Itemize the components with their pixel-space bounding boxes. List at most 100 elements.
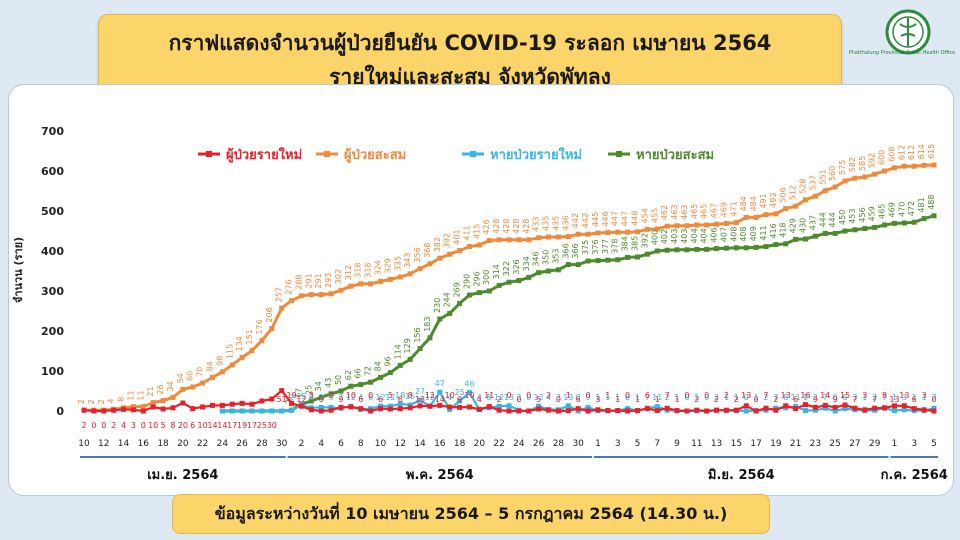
data-label-new_cases: 6 bbox=[358, 395, 363, 404]
data-label-cumulative_recovered: 472 bbox=[907, 201, 916, 216]
data-point-cumulative_cases bbox=[338, 287, 344, 293]
data-label-new_cases: 10 bbox=[346, 391, 356, 400]
data-label-cumulative_recovered: 404 bbox=[690, 228, 699, 243]
data-label-cumulative_cases: 276 bbox=[285, 279, 294, 294]
data-label-cumulative_recovered: 407 bbox=[719, 227, 728, 242]
data-label-cumulative_cases: 21 bbox=[146, 386, 155, 396]
data-label-new_recovered: 6 bbox=[368, 393, 373, 402]
data-label-new_recovered: 7 bbox=[773, 393, 778, 402]
data-label-cumulative_recovered: 469 bbox=[888, 202, 897, 217]
data-label-cumulative_recovered: 416 bbox=[769, 223, 778, 238]
data-point-new_cases bbox=[397, 406, 403, 412]
data-label-cumulative_cases: 392 bbox=[443, 233, 452, 248]
data-label-cumulative_cases: 465 bbox=[690, 204, 699, 219]
data-point-new_cases bbox=[209, 402, 215, 408]
data-label-cumulative_recovered: 429 bbox=[789, 218, 798, 233]
chart-title: กราฟแสดงจำนวนผู้ป่วยยืนยัน COVID-19 ระลอ… bbox=[168, 31, 772, 55]
data-label-new_recovered: 13 bbox=[504, 393, 514, 402]
data-label-new_cases: 2 bbox=[546, 391, 551, 400]
data-label-new_recovered: 0 bbox=[576, 393, 581, 402]
data-label-new_recovered: 12 bbox=[385, 393, 395, 402]
data-label-cumulative_cases: 506 bbox=[779, 187, 788, 202]
data-point-new_recovered bbox=[279, 408, 285, 414]
data-point-new_cases bbox=[437, 402, 443, 408]
data-point-cumulative_cases bbox=[249, 348, 255, 354]
y-tick-label: 200 bbox=[41, 325, 64, 338]
data-point-new_recovered bbox=[259, 408, 265, 414]
data-label-cumulative_recovered: 183 bbox=[423, 316, 432, 331]
x-tick-label: 3 bbox=[911, 439, 917, 449]
data-point-cumulative_cases bbox=[506, 237, 512, 243]
data-point-new_recovered bbox=[437, 389, 443, 395]
data-point-new_cases bbox=[644, 406, 650, 412]
data-point-cumulative_cases bbox=[209, 374, 215, 380]
data-label-cumulative_recovered: 408 bbox=[739, 227, 748, 242]
data-label-cumulative_recovered: 465 bbox=[878, 204, 887, 219]
data-point-cumulative_recovered bbox=[852, 227, 858, 233]
data-label-cumulative_recovered: 444 bbox=[828, 212, 837, 227]
data-point-cumulative_recovered bbox=[822, 230, 828, 236]
data-point-new_cases bbox=[259, 398, 265, 404]
data-label-cumulative_cases: 356 bbox=[413, 247, 422, 262]
data-label-new_recovered: 12 bbox=[375, 393, 385, 402]
data-point-new_cases bbox=[585, 408, 591, 414]
data-point-cumulative_cases bbox=[130, 404, 136, 410]
data-label-new_cases: 14 bbox=[820, 391, 830, 400]
data-point-new_cases bbox=[358, 406, 364, 412]
data-point-cumulative_cases bbox=[358, 281, 364, 287]
data-label-cumulative_recovered: 376 bbox=[591, 239, 600, 254]
x-tick-label: 20 bbox=[177, 439, 189, 449]
data-label-new_recovered: 11 bbox=[791, 393, 801, 402]
data-point-new_cases bbox=[743, 403, 749, 409]
data-label-new_recovered: 0 bbox=[526, 393, 531, 402]
x-tick-label: 6 bbox=[338, 439, 344, 449]
data-point-new_cases bbox=[891, 403, 897, 409]
data-label-new_cases: 2 bbox=[111, 421, 116, 430]
data-point-cumulative_cases bbox=[219, 369, 225, 375]
data-label-cumulative_cases: 415 bbox=[472, 224, 481, 239]
data-point-cumulative_cases bbox=[615, 229, 621, 235]
data-point-new_cases bbox=[101, 408, 107, 414]
data-point-new_cases bbox=[427, 403, 433, 409]
data-label-new_cases: 5 bbox=[388, 391, 393, 400]
data-point-cumulative_cases bbox=[901, 163, 907, 169]
data-label-new_recovered: 12 bbox=[494, 393, 504, 402]
data-label-new_cases: 1 bbox=[655, 395, 660, 404]
data-label-cumulative_cases: 151 bbox=[245, 329, 254, 344]
data-point-new_recovered bbox=[901, 407, 907, 413]
data-point-cumulative_cases bbox=[625, 229, 631, 235]
data-label-new_recovered: 12 bbox=[346, 393, 356, 402]
data-label-new_recovered: 13 bbox=[563, 393, 573, 402]
data-point-cumulative_cases bbox=[308, 292, 314, 298]
data-label-cumulative_cases: 614 bbox=[917, 144, 926, 159]
data-label-new_recovered: 8 bbox=[487, 393, 492, 402]
data-label-cumulative_cases: 442 bbox=[581, 213, 590, 228]
data-point-cumulative_recovered bbox=[832, 230, 838, 236]
data-label-cumulative_cases: 435 bbox=[551, 216, 560, 231]
org-name: Phatthalung Provincial Public Health Off… bbox=[848, 50, 956, 56]
data-label-new_recovered: 1 bbox=[754, 393, 759, 402]
data-point-cumulative_recovered bbox=[803, 236, 809, 242]
data-point-cumulative_cases bbox=[437, 255, 443, 261]
data-point-cumulative_recovered bbox=[674, 247, 680, 253]
data-point-cumulative_cases bbox=[378, 278, 384, 284]
legend-swatch-marker bbox=[206, 151, 212, 157]
data-label-new_recovered: 2 bbox=[872, 393, 877, 402]
data-label-cumulative_cases: 446 bbox=[601, 211, 610, 226]
data-point-cumulative_recovered bbox=[664, 247, 670, 253]
y-tick-label: 300 bbox=[41, 285, 64, 298]
data-label-cumulative_cases: 469 bbox=[719, 202, 728, 217]
data-label-new_cases: 14 bbox=[207, 421, 217, 430]
data-point-cumulative_recovered bbox=[644, 251, 650, 257]
data-label-cumulative_recovered: 290 bbox=[463, 274, 472, 289]
data-label-cumulative_cases: 54 bbox=[176, 373, 185, 383]
data-label-new_cases: 6 bbox=[378, 395, 383, 404]
data-point-new_cases bbox=[684, 408, 690, 414]
data-label-new_cases: 17 bbox=[247, 421, 257, 430]
data-point-new_cases bbox=[822, 402, 828, 408]
data-label-new_recovered: 7 bbox=[338, 393, 343, 402]
data-point-cumulative_recovered bbox=[911, 219, 917, 225]
data-point-cumulative_cases bbox=[862, 174, 868, 180]
data-label-new_cases: 0 bbox=[368, 391, 373, 400]
data-label-new_cases: 7 bbox=[872, 395, 877, 404]
